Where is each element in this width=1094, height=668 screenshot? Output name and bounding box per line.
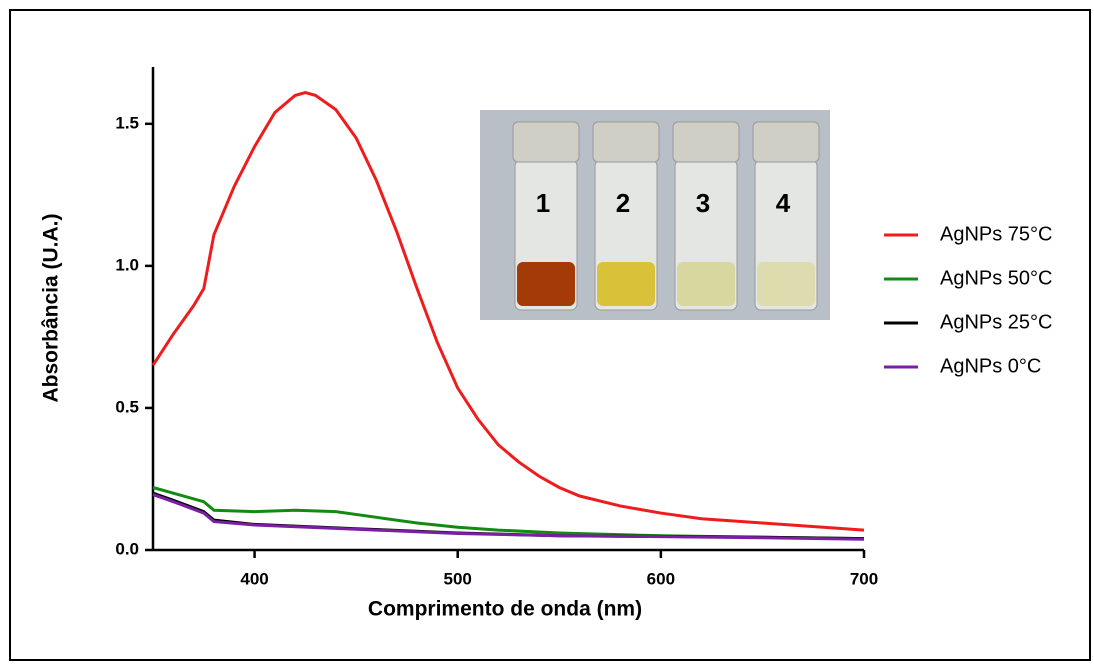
vial-liquid [677,262,735,306]
vial-liquid [757,262,815,306]
vial-liquid [517,262,575,306]
x-tick-label: 700 [850,569,878,588]
data-line [152,493,865,541]
vial-cap [752,121,820,163]
x-tick-label: 500 [444,569,472,588]
y-axis-label: Absorbância (U.A.) [40,213,63,402]
legend-label: AgNPs 0°C [940,355,1041,377]
inset-label: 3 [696,188,710,218]
y-tick-label: 1.5 [115,113,139,132]
y-tick-label: 1.0 [115,255,139,274]
x-tick-label: 600 [647,569,675,588]
x-axis-label: Comprimento de onda (nm) [368,598,642,621]
inset-label: 1 [536,188,550,218]
y-tick-label: 0.0 [115,539,139,558]
inset-label: 4 [776,188,791,218]
data-line [151,91,865,532]
legend-label: AgNPs 75°C [940,223,1053,245]
legend-label: AgNPs 50°C [940,267,1053,289]
legend-label: AgNPs 25°C [940,311,1053,333]
vial-cap [672,121,740,163]
vial-liquid [597,262,655,306]
inset-photo: 1 2 3 4 [480,110,830,320]
y-tick-label: 0.5 [115,397,139,416]
vial-cap [592,121,660,163]
inset-label: 2 [616,188,630,218]
x-tick-label: 400 [240,569,268,588]
vial-cap [512,121,580,163]
